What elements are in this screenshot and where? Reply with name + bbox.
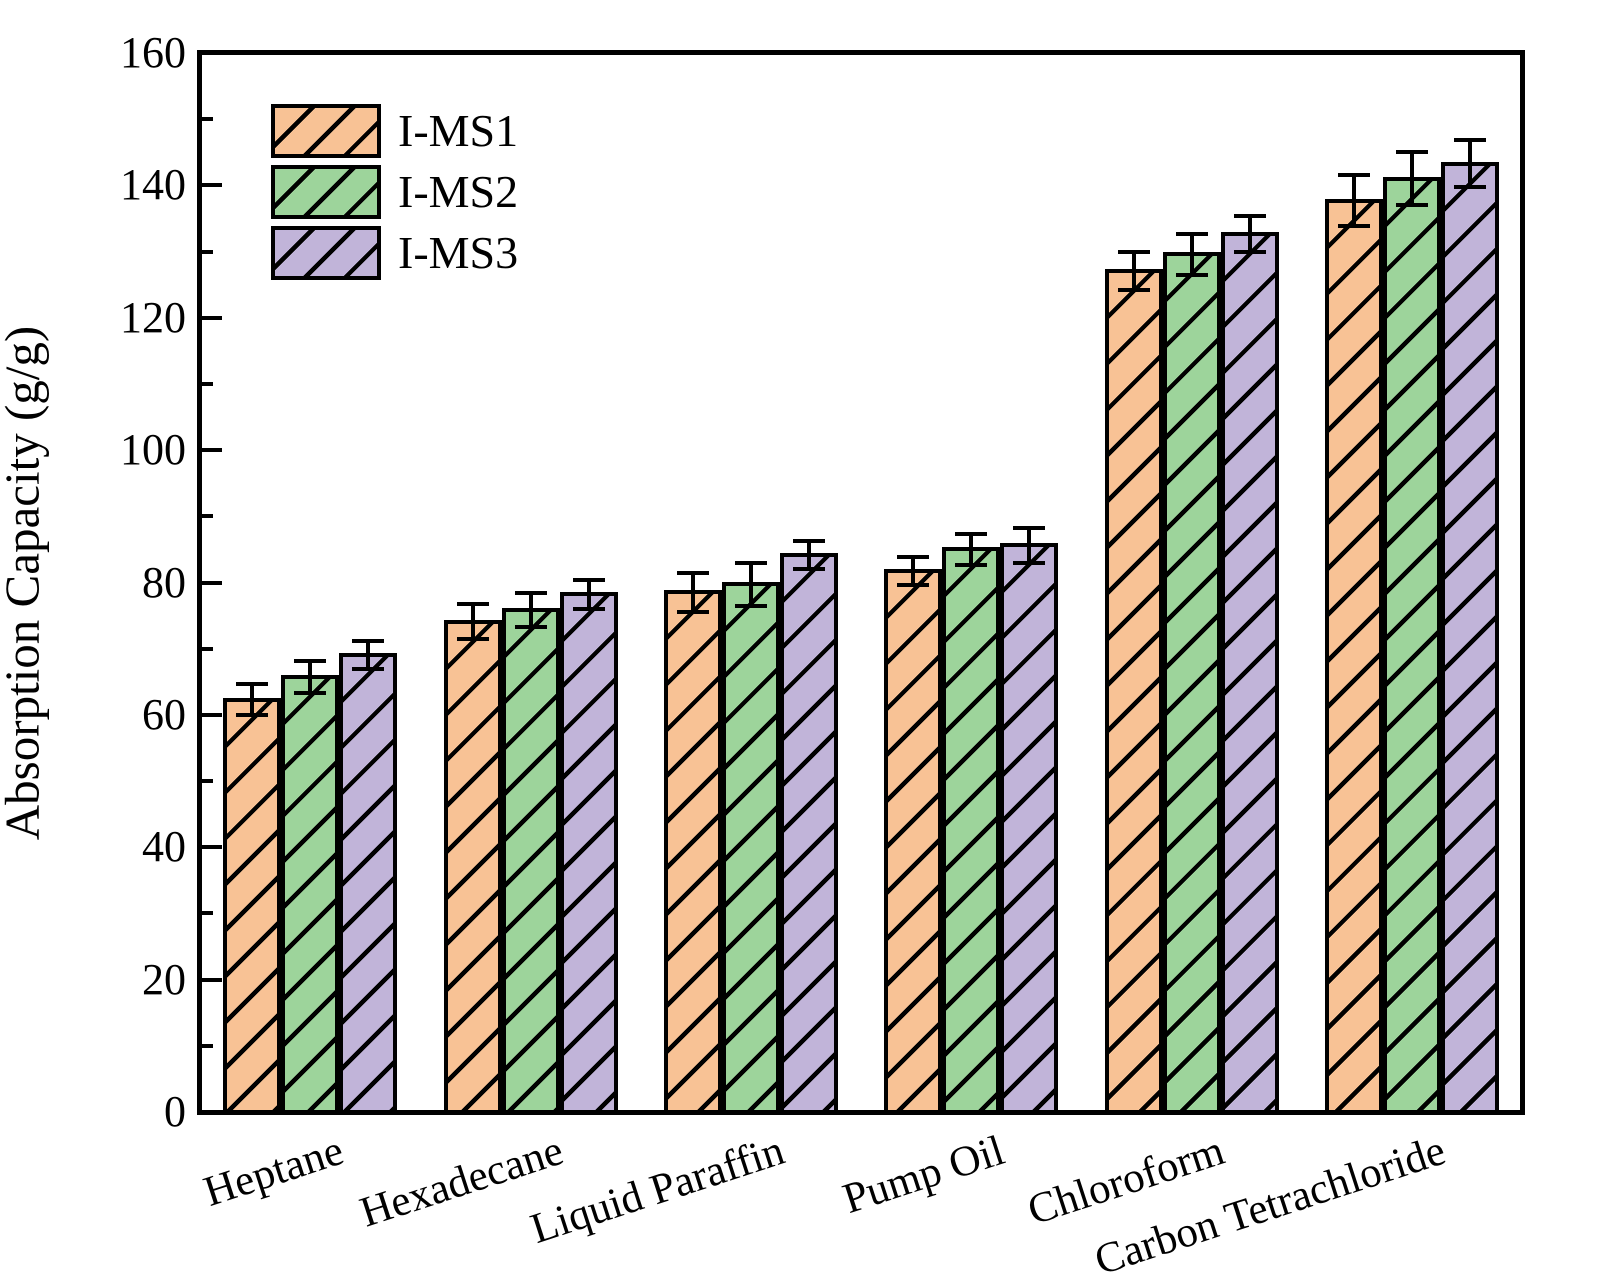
legend-item-i-ms1: I-MS1 bbox=[271, 104, 518, 158]
bar-i-ms2-pump-oil bbox=[942, 547, 1001, 1114]
bar-i-ms3-liquid-paraffin bbox=[779, 553, 838, 1114]
error-bar-i-ms2-pump-oil bbox=[955, 531, 988, 568]
y-tick-minor-70 bbox=[202, 646, 213, 651]
bar-i-ms1-heptane bbox=[223, 697, 282, 1114]
x-category-label-heptane: Heptane bbox=[198, 1126, 350, 1216]
y-tick-label-40: 40 bbox=[142, 822, 186, 872]
legend-item-i-ms3: I-MS3 bbox=[271, 226, 518, 280]
y-tick-major-20 bbox=[202, 977, 222, 982]
y-tick-minor-110 bbox=[202, 381, 213, 386]
legend-swatch-i-ms2 bbox=[271, 165, 381, 219]
error-bar-i-ms3-chloroform bbox=[1233, 213, 1266, 254]
error-bar-i-ms2-heptane bbox=[294, 659, 327, 696]
y-tick-minor-50 bbox=[202, 779, 213, 784]
y-tick-minor-130 bbox=[202, 249, 213, 254]
y-tick-label-140: 140 bbox=[120, 160, 186, 210]
bar-i-ms3-heptane bbox=[339, 653, 398, 1114]
y-tick-label-60: 60 bbox=[142, 689, 186, 739]
legend-label-i-ms2: I-MS2 bbox=[398, 166, 519, 217]
bar-i-ms3-hexadecane bbox=[559, 592, 618, 1114]
error-bar-i-ms1-carbon-tetrachloride bbox=[1337, 173, 1370, 228]
error-bar-i-ms2-chloroform bbox=[1175, 231, 1208, 277]
error-bar-i-ms1-pump-oil bbox=[897, 555, 930, 588]
bar-i-ms3-chloroform bbox=[1220, 231, 1279, 1114]
y-tick-major-140 bbox=[202, 183, 222, 188]
y-tick-label-160: 160 bbox=[120, 28, 186, 77]
legend: I-MS1 I-MS2 I-MS3 bbox=[271, 104, 518, 287]
y-tick-label-100: 100 bbox=[120, 425, 186, 475]
bar-i-ms3-pump-oil bbox=[1000, 543, 1059, 1114]
error-bar-i-ms3-carbon-tetrachloride bbox=[1453, 138, 1486, 189]
bar-i-ms1-carbon-tetrachloride bbox=[1324, 198, 1383, 1114]
y-tick-label-0: 0 bbox=[164, 1087, 186, 1136]
legend-label-i-ms3: I-MS3 bbox=[398, 227, 519, 278]
bar-i-ms2-liquid-paraffin bbox=[721, 582, 780, 1114]
y-tick-minor-150 bbox=[202, 117, 213, 122]
bar-i-ms1-chloroform bbox=[1104, 268, 1163, 1114]
y-tick-major-160 bbox=[202, 51, 222, 55]
error-bar-i-ms3-pump-oil bbox=[1013, 526, 1046, 565]
y-tick-major-120 bbox=[202, 315, 222, 320]
error-bar-i-ms2-liquid-paraffin bbox=[734, 560, 767, 609]
error-bar-i-ms3-liquid-paraffin bbox=[792, 539, 825, 572]
error-bar-i-ms1-liquid-paraffin bbox=[676, 571, 709, 614]
legend-swatch-i-ms3 bbox=[271, 226, 381, 280]
y-tick-minor-10 bbox=[202, 1043, 213, 1048]
y-tick-label-120: 120 bbox=[120, 292, 186, 342]
bar-i-ms2-heptane bbox=[281, 675, 340, 1114]
y-tick-major-100 bbox=[202, 448, 222, 453]
error-bar-i-ms1-heptane bbox=[236, 682, 269, 717]
legend-label-i-ms1: I-MS1 bbox=[398, 105, 519, 156]
error-bar-i-ms1-chloroform bbox=[1117, 249, 1150, 292]
error-bar-i-ms2-hexadecane bbox=[514, 591, 547, 630]
error-bar-i-ms2-carbon-tetrachloride bbox=[1395, 150, 1428, 208]
y-tick-minor-90 bbox=[202, 514, 213, 519]
error-bar-i-ms1-hexadecane bbox=[456, 602, 489, 641]
bar-i-ms3-carbon-tetrachloride bbox=[1440, 161, 1499, 1114]
y-tick-major-40 bbox=[202, 845, 222, 850]
plot-frame bbox=[197, 50, 1525, 1115]
bar-i-ms2-carbon-tetrachloride bbox=[1382, 176, 1441, 1114]
y-tick-minor-30 bbox=[202, 911, 213, 916]
y-tick-label-20: 20 bbox=[142, 954, 186, 1004]
bar-i-ms1-pump-oil bbox=[884, 569, 943, 1114]
error-bar-i-ms3-hexadecane bbox=[572, 577, 605, 611]
x-category-label-pump-oil: Pump Oil bbox=[837, 1126, 1011, 1223]
y-tick-major-80 bbox=[202, 580, 222, 585]
error-bar-i-ms3-heptane bbox=[352, 639, 385, 672]
y-tick-major-0 bbox=[202, 1110, 222, 1114]
bar-i-ms1-liquid-paraffin bbox=[663, 590, 722, 1114]
bar-i-ms2-chloroform bbox=[1162, 252, 1221, 1114]
x-category-label-liquid-paraffin: Liquid Paraffin bbox=[524, 1126, 790, 1253]
y-tick-label-80: 80 bbox=[142, 557, 186, 607]
bar-i-ms1-hexadecane bbox=[443, 619, 502, 1114]
bar-i-ms2-hexadecane bbox=[501, 608, 560, 1114]
y-tick-major-60 bbox=[202, 712, 222, 717]
legend-swatch-i-ms1 bbox=[271, 104, 381, 158]
legend-item-i-ms2: I-MS2 bbox=[271, 165, 518, 219]
